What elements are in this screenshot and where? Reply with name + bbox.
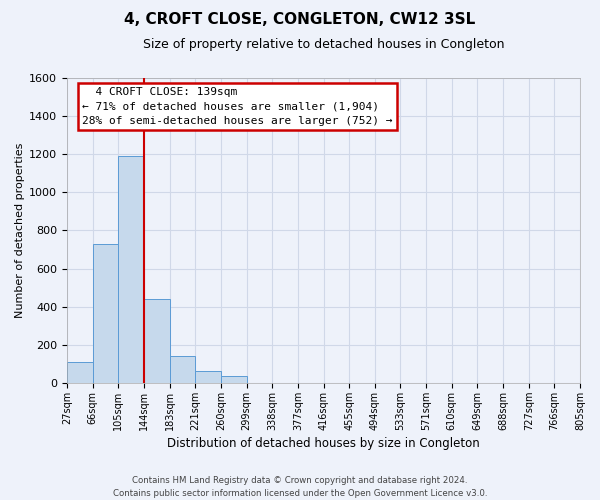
Title: Size of property relative to detached houses in Congleton: Size of property relative to detached ho… bbox=[143, 38, 504, 51]
Y-axis label: Number of detached properties: Number of detached properties bbox=[15, 143, 25, 318]
Bar bbox=[67, 362, 92, 383]
Text: 4, CROFT CLOSE, CONGLETON, CW12 3SL: 4, CROFT CLOSE, CONGLETON, CW12 3SL bbox=[124, 12, 476, 28]
Bar bbox=[144, 299, 170, 383]
Bar bbox=[170, 356, 195, 383]
X-axis label: Distribution of detached houses by size in Congleton: Distribution of detached houses by size … bbox=[167, 437, 480, 450]
Bar bbox=[195, 372, 221, 383]
Bar bbox=[118, 156, 144, 383]
Bar bbox=[92, 244, 118, 383]
Text: Contains HM Land Registry data © Crown copyright and database right 2024.
Contai: Contains HM Land Registry data © Crown c… bbox=[113, 476, 487, 498]
Bar bbox=[221, 376, 247, 383]
Text: 4 CROFT CLOSE: 139sqm  
← 71% of detached houses are smaller (1,904)
28% of semi: 4 CROFT CLOSE: 139sqm ← 71% of detached … bbox=[82, 87, 393, 126]
